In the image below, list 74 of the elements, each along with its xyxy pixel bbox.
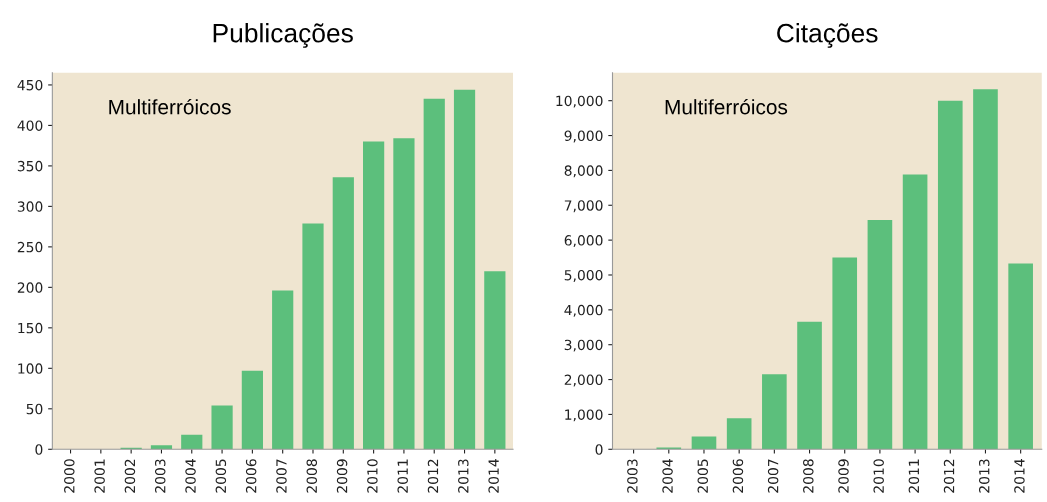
x-tick-label: 2005 xyxy=(697,459,709,493)
x-tick-label: 2013 xyxy=(458,459,469,493)
x-tick-label: 2004 xyxy=(662,459,673,493)
chart-title: Citações xyxy=(777,23,878,48)
x-tick-label: 2009 xyxy=(838,459,849,493)
x-tick-label: 2010 xyxy=(367,459,378,493)
x-tick-label: 2011 xyxy=(908,459,920,493)
y-tick-label: 250 xyxy=(17,241,43,253)
y-tick-label: 2,000 xyxy=(564,374,603,387)
x-tick-label: 2001 xyxy=(94,459,105,493)
bar xyxy=(150,445,173,450)
x-tick-label: 2006 xyxy=(732,459,744,493)
bar xyxy=(332,177,354,450)
bar xyxy=(302,223,324,450)
x-tick-label: 2008 xyxy=(306,459,318,493)
bar xyxy=(726,418,752,450)
y-tick-label: 150 xyxy=(18,322,43,334)
y-tick-label: 8,000 xyxy=(564,165,603,178)
bar xyxy=(973,89,998,450)
bar xyxy=(902,174,928,450)
bar xyxy=(832,257,858,450)
x-tick-label: 2012 xyxy=(427,459,439,493)
bar xyxy=(797,321,822,450)
x-tick-label: 2003 xyxy=(627,459,638,493)
x-tick-label: 2000 xyxy=(64,459,75,493)
bar xyxy=(393,138,415,450)
bar xyxy=(691,436,717,450)
y-tick-label: 300 xyxy=(17,201,43,212)
chart-title: Publicações xyxy=(213,23,353,48)
y-tick-label: 400 xyxy=(17,120,43,131)
bar xyxy=(272,290,294,450)
bar xyxy=(181,434,203,450)
bar xyxy=(937,100,963,450)
x-tick-label: 2012 xyxy=(943,459,955,493)
x-tick-label: 2008 xyxy=(803,459,814,493)
x-tick-label: 2009 xyxy=(336,459,348,493)
x-tick-label: 2003 xyxy=(154,459,166,493)
x-tick-label: 2014 xyxy=(1014,459,1025,493)
y-tick-label: 50 xyxy=(26,403,43,415)
y-tick-label: 1,000 xyxy=(565,409,603,422)
y-tick-label: 6,000 xyxy=(564,235,603,248)
bar xyxy=(867,219,893,450)
y-tick-label: 450 xyxy=(17,79,43,91)
y-tick-label: 3,000 xyxy=(564,339,603,352)
y-tick-label: 7,000 xyxy=(564,200,603,213)
bar xyxy=(762,374,787,450)
x-tick-label: 2006 xyxy=(245,459,257,493)
x-tick-label: 2005 xyxy=(215,459,227,493)
y-tick-label: 200 xyxy=(17,282,43,293)
bar xyxy=(211,405,233,450)
y-tick-label: 5,000 xyxy=(564,269,603,282)
y-tick-label: 9,000 xyxy=(564,130,603,143)
x-tick-label: 2014 xyxy=(488,459,499,493)
bar xyxy=(453,89,476,450)
bar xyxy=(1008,263,1033,450)
annotation: Multiferróicos xyxy=(665,98,788,115)
x-tick-label: 2010 xyxy=(873,459,884,493)
y-tick-label: 0 xyxy=(595,444,603,455)
x-tick-label: 2013 xyxy=(978,459,990,493)
y-tick-label: 0 xyxy=(35,444,43,455)
y-tick-label: 350 xyxy=(17,160,43,172)
x-tick-label: 2007 xyxy=(276,459,287,493)
x-tick-label: 2004 xyxy=(185,459,196,493)
y-tick-label: 100 xyxy=(18,363,43,374)
x-tick-label: 2011 xyxy=(397,459,408,493)
bar xyxy=(423,98,445,450)
bar xyxy=(241,370,263,450)
bar xyxy=(363,141,385,450)
x-tick-label: 2002 xyxy=(124,459,136,493)
x-tick-label: 2007 xyxy=(767,459,779,493)
y-tick-label: 10,000 xyxy=(556,95,603,108)
annotation: Multiferróicos xyxy=(109,98,231,115)
bar xyxy=(484,271,506,450)
y-tick-label: 4,000 xyxy=(564,304,603,317)
